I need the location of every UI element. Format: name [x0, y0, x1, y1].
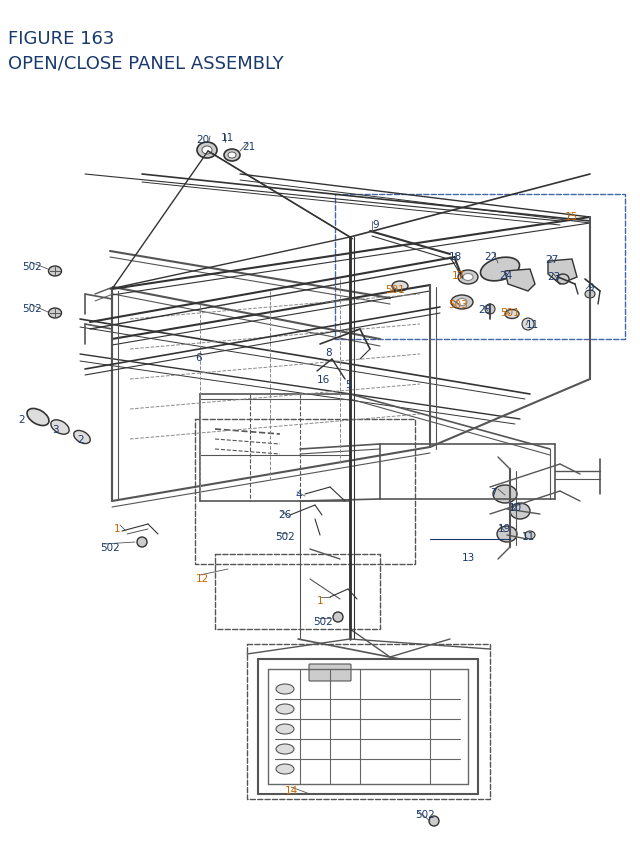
Ellipse shape [224, 150, 240, 162]
Text: 20: 20 [196, 135, 209, 145]
Text: 502: 502 [275, 531, 295, 542]
Ellipse shape [429, 816, 439, 826]
Text: 2: 2 [77, 435, 84, 444]
Ellipse shape [197, 143, 217, 158]
Text: 22: 22 [484, 251, 497, 262]
Text: 11: 11 [526, 319, 540, 330]
Text: 12: 12 [196, 573, 209, 583]
Ellipse shape [525, 531, 535, 539]
Ellipse shape [51, 420, 69, 435]
Ellipse shape [276, 684, 294, 694]
Text: 14: 14 [285, 785, 298, 795]
FancyBboxPatch shape [309, 664, 351, 681]
Ellipse shape [202, 147, 212, 155]
Ellipse shape [557, 275, 569, 285]
Text: 8: 8 [325, 348, 332, 357]
Ellipse shape [49, 267, 61, 276]
Text: 15: 15 [565, 212, 579, 222]
Text: 16: 16 [317, 375, 330, 385]
Text: 502: 502 [313, 616, 333, 626]
Text: FIGURE 163: FIGURE 163 [8, 30, 115, 48]
Text: 10: 10 [509, 503, 522, 512]
Text: 502: 502 [100, 542, 120, 553]
Text: 27: 27 [545, 255, 558, 264]
Text: 21: 21 [242, 142, 255, 152]
Text: 7: 7 [490, 487, 497, 498]
Ellipse shape [505, 310, 519, 319]
Ellipse shape [497, 526, 517, 542]
Text: 3: 3 [52, 424, 59, 435]
Text: 1: 1 [114, 523, 120, 533]
Text: 18: 18 [449, 251, 462, 262]
Ellipse shape [228, 152, 236, 158]
Circle shape [485, 305, 495, 314]
Text: 4: 4 [295, 489, 301, 499]
Text: 2: 2 [18, 414, 24, 424]
Ellipse shape [276, 764, 294, 774]
Ellipse shape [27, 409, 49, 426]
Polygon shape [505, 269, 535, 292]
Text: 9: 9 [587, 282, 594, 293]
Text: 13: 13 [462, 553, 476, 562]
Ellipse shape [276, 724, 294, 734]
Text: 502: 502 [22, 304, 42, 313]
Ellipse shape [457, 299, 467, 307]
Text: 11: 11 [221, 133, 234, 143]
Ellipse shape [392, 282, 408, 292]
Text: 503: 503 [448, 300, 468, 310]
Ellipse shape [451, 295, 473, 310]
Ellipse shape [49, 308, 61, 319]
Ellipse shape [458, 270, 478, 285]
Text: 502: 502 [22, 262, 42, 272]
Text: 25: 25 [478, 305, 492, 314]
Ellipse shape [276, 704, 294, 714]
Ellipse shape [585, 291, 595, 299]
Text: 26: 26 [278, 510, 291, 519]
Text: 1: 1 [317, 595, 324, 605]
Text: 6: 6 [195, 353, 202, 362]
Text: 17: 17 [452, 270, 465, 281]
Ellipse shape [74, 431, 90, 444]
Ellipse shape [276, 744, 294, 754]
Ellipse shape [481, 258, 520, 282]
Text: 501: 501 [500, 307, 520, 318]
Circle shape [522, 319, 534, 331]
Text: 501: 501 [385, 285, 404, 294]
Ellipse shape [333, 612, 343, 623]
Polygon shape [548, 260, 577, 285]
Text: OPEN/CLOSE PANEL ASSEMBLY: OPEN/CLOSE PANEL ASSEMBLY [8, 55, 284, 73]
Text: 24: 24 [499, 270, 512, 281]
Text: 19: 19 [498, 523, 511, 533]
Ellipse shape [510, 504, 530, 519]
Text: 11: 11 [522, 531, 535, 542]
Text: 23: 23 [547, 272, 560, 282]
Ellipse shape [137, 537, 147, 548]
Text: 5: 5 [345, 380, 351, 389]
Ellipse shape [463, 274, 473, 282]
Ellipse shape [493, 486, 517, 504]
Text: 502: 502 [415, 809, 435, 819]
Text: 9: 9 [372, 220, 379, 230]
